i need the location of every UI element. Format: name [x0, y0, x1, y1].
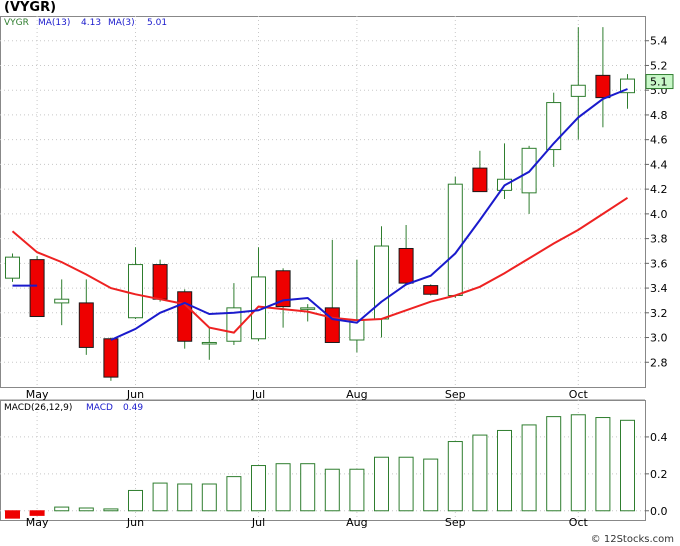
macd-bar: [103, 508, 119, 512]
legend-ma13-label: MA(13): [38, 18, 70, 28]
candle-body: [128, 264, 143, 319]
macd-legend-macd-label: MACD: [86, 403, 113, 413]
price-x-tick-label: May: [26, 388, 49, 401]
ma3-line: [110, 88, 628, 341]
price-y-tick-label: 4.6: [650, 134, 668, 147]
macd-bar: [472, 434, 488, 512]
price-panel-frame: [0, 16, 646, 388]
price-x-tick-label: Jun: [126, 388, 144, 401]
ma13-line: [11, 196, 629, 334]
macd-bar: [201, 483, 217, 512]
price-x-tick-label: Jul: [251, 388, 265, 401]
macd-bar: [226, 476, 242, 512]
candle-body: [29, 259, 45, 318]
macd-bar: [5, 510, 20, 519]
last-price-label: 5.1: [650, 76, 668, 89]
price-y-tick-label: 5.2: [650, 59, 668, 72]
macd-bar: [447, 441, 463, 512]
macd-bar: [78, 507, 94, 512]
candle-body: [103, 338, 119, 378]
candle-body: [447, 183, 463, 296]
macd-bar: [349, 468, 365, 512]
last-price-badge: [645, 74, 674, 90]
price-x-tick-label: Aug: [346, 388, 367, 401]
candle-body: [324, 307, 340, 343]
price-y-tick-label: 4.0: [650, 208, 668, 221]
price-y-tick-label: 4.2: [650, 183, 668, 196]
macd-bar: [300, 463, 316, 512]
price-y-tick-label: 3.6: [650, 257, 668, 270]
macd-bar: [497, 429, 512, 512]
macd-bar: [251, 465, 266, 512]
macd-legend-macd-value: 0.49: [123, 403, 143, 413]
candle-body: [620, 78, 635, 94]
macd-x-tick-label: Sep: [445, 516, 466, 529]
macd-bar: [54, 506, 70, 512]
macd-y-tick-label: 0.4: [650, 431, 668, 444]
candle-body: [201, 341, 217, 345]
candle-body: [275, 270, 291, 308]
credit-text: © 12Stocks.com: [590, 534, 674, 545]
legend-ma13-value: 4.13: [81, 18, 101, 28]
price-y-tick-label: 3.8: [650, 233, 668, 246]
macd-bar: [423, 458, 439, 512]
legend-ticker: VYGR: [4, 18, 29, 28]
candle-body: [177, 291, 193, 342]
candle-body: [472, 167, 488, 193]
macd-bar: [595, 417, 611, 512]
macd-x-tick-label: Aug: [346, 516, 367, 529]
price-y-tick-label: 3.0: [650, 332, 668, 345]
candle-body: [374, 245, 389, 320]
legend-ma3-label: MA(3): [108, 18, 135, 28]
candle-body: [78, 302, 94, 348]
macd-bar: [152, 482, 168, 512]
price-x-tick-label: Sep: [445, 388, 466, 401]
macd-y-tick-label: 0.2: [650, 468, 668, 481]
macd-x-tick-label: Jun: [126, 516, 144, 529]
macd-bar: [521, 424, 537, 512]
price-y-tick-label: 5.4: [650, 35, 668, 48]
macd-bar: [374, 456, 389, 512]
candle-body: [5, 256, 20, 279]
macd-bar: [275, 463, 291, 512]
candle-body: [595, 74, 611, 99]
macd-x-tick-label: Jul: [251, 516, 265, 529]
candle-body: [54, 298, 70, 304]
chart-title: (VYGR): [4, 0, 57, 15]
candle-body: [300, 307, 316, 310]
legend-ma3-value: 5.01: [147, 18, 167, 28]
price-y-tick-label: 3.4: [650, 282, 668, 295]
price-y-tick-label: 4.4: [650, 158, 668, 171]
candle-body: [398, 247, 414, 284]
macd-bar: [546, 416, 562, 512]
macd-bar: [128, 489, 143, 512]
candle-body: [570, 84, 586, 97]
macd-y-tick-label: 0.0: [650, 505, 668, 518]
macd-x-tick-label: Oct: [569, 516, 589, 529]
macd-bar: [29, 510, 45, 516]
macd-bar: [398, 456, 414, 512]
price-x-tick-label: Oct: [569, 388, 589, 401]
macd-bar: [570, 414, 586, 512]
macd-legend-label: MACD(26,12,9): [4, 403, 72, 413]
price-y-tick-label: 3.2: [650, 307, 668, 320]
macd-x-tick-label: May: [26, 516, 49, 529]
price-y-tick-label: 4.8: [650, 109, 668, 122]
macd-bar: [324, 468, 340, 512]
candle-body: [152, 264, 168, 300]
candle-body: [423, 285, 439, 295]
macd-bar: [620, 419, 635, 512]
price-y-tick-label: 2.8: [650, 356, 668, 369]
macd-bar: [177, 483, 193, 512]
candle-body: [546, 102, 562, 151]
